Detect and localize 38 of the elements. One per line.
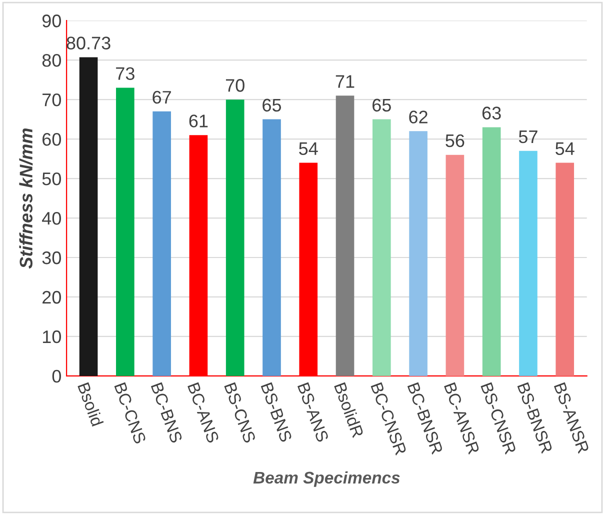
x-tick-label: Bsolid bbox=[78, 382, 104, 427]
bar bbox=[409, 131, 428, 376]
y-tick-label: 80 bbox=[42, 54, 61, 67]
y-tick-label: 30 bbox=[42, 251, 61, 264]
bar bbox=[446, 154, 464, 376]
y-tick-label: 60 bbox=[42, 132, 61, 146]
bar bbox=[336, 96, 354, 376]
bar bbox=[372, 119, 391, 376]
bar bbox=[152, 111, 171, 376]
x-axis-title: Beam Specimencs bbox=[253, 471, 400, 487]
bar bbox=[79, 57, 98, 376]
data-label: 67 bbox=[152, 90, 171, 104]
data-label: 63 bbox=[482, 106, 501, 120]
data-label: 54 bbox=[299, 142, 318, 156]
y-tick-label: 70 bbox=[42, 94, 61, 106]
y-tick-label: 50 bbox=[42, 172, 61, 186]
data-label: 56 bbox=[446, 134, 464, 148]
bar bbox=[519, 150, 538, 376]
y-axis-title: Stiffness kN/mm bbox=[19, 128, 33, 269]
data-label: 54 bbox=[556, 142, 574, 156]
data-label: 71 bbox=[336, 75, 354, 88]
data-label: 61 bbox=[189, 114, 208, 128]
bar bbox=[226, 100, 244, 376]
y-tick-label: 10 bbox=[42, 330, 61, 344]
y-tick-label: 0 bbox=[52, 370, 61, 383]
data-label: 65 bbox=[372, 98, 391, 112]
y-tick-label: 90 bbox=[42, 14, 61, 28]
data-label: 57 bbox=[518, 130, 538, 144]
bar bbox=[116, 88, 134, 376]
data-label: 62 bbox=[409, 110, 428, 124]
bar bbox=[482, 127, 501, 376]
data-label: 65 bbox=[262, 98, 282, 112]
bar bbox=[556, 162, 574, 376]
y-tick-label: 40 bbox=[42, 212, 61, 225]
data-label: 70 bbox=[226, 79, 244, 92]
y-tick-label: 20 bbox=[42, 290, 61, 304]
bar bbox=[262, 119, 281, 376]
data-label: 73 bbox=[116, 67, 134, 80]
